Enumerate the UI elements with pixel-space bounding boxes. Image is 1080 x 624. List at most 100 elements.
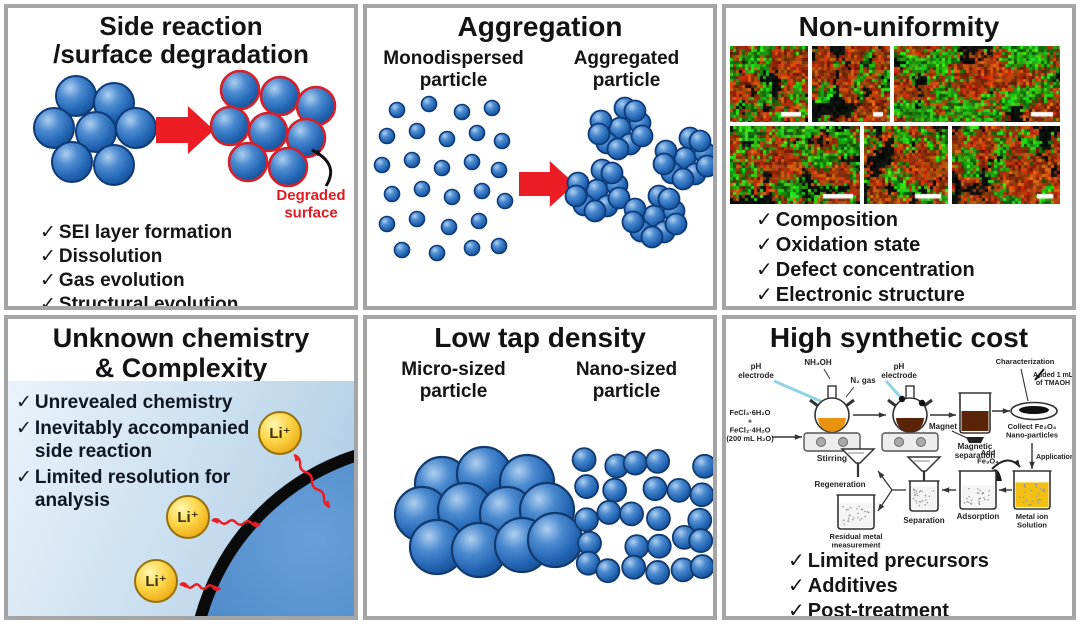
check-item: ✓ Limited precursors [788, 549, 1072, 573]
funnel-icon [906, 455, 942, 485]
flask-icon [887, 385, 933, 433]
aggregation-title: Aggregation [457, 11, 623, 42]
diagram-label: Added 1 mL of TMAOH [1033, 372, 1074, 387]
diagram-label: NH₄OH [804, 358, 832, 367]
check-icon: ✓ [40, 269, 56, 291]
electrode-scene: Li⁺ Li⁺ Li⁺ ✓ Unrevealed chemistry ✓ Inevitab… [8, 380, 354, 617]
non-uniformity-title: Non-uniformity [798, 11, 1000, 42]
check-icon: ✓ [16, 467, 32, 489]
check-icon: ✓ [40, 222, 56, 244]
diagram-label: Separation [903, 516, 944, 525]
check-item: ✓ Additives [788, 574, 1072, 598]
degraded-surface-label: Degraded surface [276, 187, 345, 221]
check-item-label: Inevitably accompanied side reaction [34, 417, 250, 462]
ion-path-arrow [293, 453, 331, 508]
check-item-label: Oxidation state [775, 234, 921, 257]
diagram-label: Regeneration [814, 480, 865, 489]
stirrer-hotplate-icon [881, 432, 939, 452]
beaker-icon [958, 470, 998, 510]
high-synthetic-cost-checklist: ✓ Limited precursors ✓ Additives ✓ Post-treat… [788, 549, 1072, 620]
high-synthetic-cost-title: High synthetic cost [769, 321, 1029, 353]
check-icon: ✓ [788, 574, 805, 597]
check-item-label: Composition [775, 209, 898, 232]
ion-path-arrow [179, 581, 221, 591]
check-icon: ✓ [756, 234, 773, 257]
check-item-label: Electronic structure [775, 284, 965, 307]
elemental-map-3 [894, 46, 1060, 123]
check-icon: ✓ [756, 259, 773, 282]
lithium-ion: Li⁺ [166, 494, 210, 539]
diagram-label: Collect Fe₃O₄ Nano-particles [1006, 422, 1058, 440]
check-icon: ✓ [40, 245, 56, 267]
beaker-icon [958, 392, 992, 434]
check-item-label: Limited resolution for analysis [34, 467, 231, 512]
diagram-label: pH electrode [881, 362, 917, 380]
check-item-label: Structural evolution [58, 293, 239, 310]
tap-density-illustration [393, 446, 713, 586]
check-item: ✓ Defect concentration [756, 258, 1072, 282]
panel-low-tap-density: Low tap density Micro-sized particle Nan… [363, 314, 717, 620]
check-item-label: Gas evolution [58, 269, 185, 291]
flask-icon [809, 385, 855, 433]
elemental-map-4 [730, 126, 860, 205]
diagram-label: Add Fe₃O₄ [977, 448, 999, 466]
diagram-label: N₂ gas [850, 376, 876, 385]
monodispersed-particles [373, 95, 514, 262]
panel-side-reaction: Side reaction /surface degradation Degra… [4, 4, 358, 310]
diagram-label: Stirring [817, 453, 847, 463]
check-icon: ✓ [788, 549, 805, 572]
check-item: ✓ Structural evolution [40, 293, 354, 310]
elemental-map-1 [730, 46, 808, 123]
red-arrow-icon [519, 160, 575, 207]
check-item: ✓ Limited resolution for analysis [16, 466, 260, 512]
check-item: ✓ Dissolution [40, 246, 354, 269]
elemental-map-5 [864, 126, 948, 205]
beaker-icon [1012, 470, 1052, 510]
electrode-illustration: Li⁺ Li⁺ Li⁺ [134, 410, 354, 617]
check-icon: ✓ [756, 209, 773, 232]
aggregated-particle-clusters [564, 96, 713, 249]
diagram-label: pH electrode [738, 362, 774, 380]
check-icon: ✓ [40, 293, 56, 310]
check-item: ✓ Inevitably accompanied side reaction [16, 417, 260, 463]
diagram-label: Characterization [996, 357, 1055, 366]
side-reaction-illustration: Degraded surface [33, 69, 346, 221]
check-item: ✓ Gas evolution [40, 270, 354, 293]
diagram-label: Magnetic separation [955, 442, 996, 460]
check-item-label: Dissolution [58, 245, 163, 267]
nano-sized-label: Nano-sized particle [575, 358, 678, 402]
micro-particle-cluster [393, 446, 584, 579]
red-arrow-icon [156, 106, 214, 155]
diagram-label: Adsorption [957, 512, 1000, 521]
check-item-label: Additives [807, 574, 898, 597]
ion-path-arrow [211, 517, 261, 527]
nano-particle-cluster [571, 447, 713, 586]
lithium-ion: Li⁺ [258, 410, 302, 455]
lithium-ion-label: Li⁺ [177, 509, 198, 526]
unknown-chemistry-title: Unknown chemistry & Complexity [52, 322, 310, 383]
stirrer-hotplate-icon [803, 432, 861, 452]
monodispersed-label: Monodispersed particle [383, 48, 524, 92]
panel-aggregation: Aggregation Monodispersed particle Aggre… [363, 4, 717, 310]
micro-sized-label: Micro-sized particle [401, 358, 506, 402]
aggregated-label: Aggregated particle [573, 48, 680, 92]
diagram-label: Residual metal measurement [830, 532, 883, 550]
check-item-label: Limited precursors [807, 549, 989, 572]
check-item-label: Post-treatment [807, 599, 949, 620]
diagram-label: Application [1036, 454, 1074, 461]
check-icon: ✓ [16, 391, 32, 413]
elemental-map-6 [952, 126, 1060, 205]
low-tap-density-title: Low tap density [434, 321, 646, 353]
check-item-label: Defect concentration [775, 259, 975, 282]
lithium-ion-label: Li⁺ [269, 425, 290, 442]
check-item-label: SEI layer formation [58, 222, 233, 244]
magnet-icon [966, 436, 984, 443]
elemental-maps [730, 46, 1068, 205]
side-reaction-checklist: ✓ SEI layer formation ✓ Dissolution ✓ Gas evo… [40, 222, 354, 310]
panel-unknown-chemistry: Unknown chemistry & Complexity Li⁺ Li⁺ Li⁺… [4, 314, 358, 620]
elemental-map-2 [812, 46, 890, 123]
non-uniformity-checklist: ✓ Composition ✓ Oxidation state ✓ Defect conc… [756, 208, 1072, 307]
synthesis-flow-diagram: pH electrode NH₄OH N₂ gas pH electrode FeCl₃·6… [726, 357, 1074, 550]
check-icon: ✓ [788, 599, 805, 620]
